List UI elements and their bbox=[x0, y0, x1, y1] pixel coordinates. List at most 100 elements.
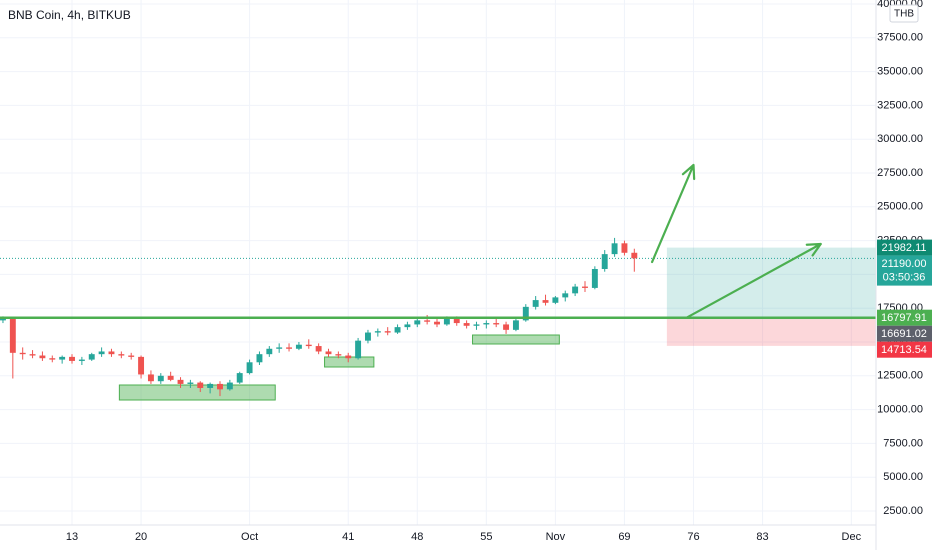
candle-body bbox=[256, 354, 263, 363]
candle-body bbox=[414, 320, 421, 325]
candle-body bbox=[591, 268, 598, 288]
arrow bbox=[650, 163, 696, 264]
candle-body bbox=[29, 354, 36, 356]
chart-title: BNB Coin, 4h, BITKUB bbox=[8, 8, 131, 22]
candle-body bbox=[374, 331, 381, 333]
y-tick-label: 35000.00 bbox=[877, 66, 923, 78]
price-tag bbox=[877, 309, 932, 326]
candle-body bbox=[631, 252, 638, 259]
candle-body bbox=[39, 355, 46, 359]
candle-body bbox=[582, 286, 588, 288]
x-tick-label: Oct bbox=[241, 531, 258, 543]
candle-body bbox=[394, 327, 401, 333]
candle-body bbox=[138, 356, 145, 375]
y-tick-label: 32500.00 bbox=[877, 99, 923, 111]
candle-body bbox=[295, 344, 302, 349]
y-tick-label: 37500.00 bbox=[877, 32, 923, 44]
grid bbox=[0, 0, 876, 525]
candle-body bbox=[118, 354, 125, 356]
y-tick-label: 5000.00 bbox=[883, 471, 923, 483]
candle-body bbox=[315, 346, 322, 352]
candle-body bbox=[542, 300, 549, 303]
candle-body bbox=[355, 340, 362, 359]
price-tag-label: 14713.54 bbox=[881, 344, 927, 356]
currency: THB bbox=[894, 9, 914, 20]
candle-body bbox=[9, 319, 16, 353]
candle-body bbox=[572, 286, 579, 294]
candle-body bbox=[108, 351, 115, 355]
arrow bbox=[685, 242, 822, 319]
y-tick-label: 7500.00 bbox=[883, 437, 923, 449]
candle-body bbox=[69, 356, 75, 361]
candle-body bbox=[443, 319, 450, 325]
x-tick-label: 83 bbox=[756, 531, 768, 543]
candle-body bbox=[217, 383, 223, 390]
support-zone bbox=[324, 356, 375, 368]
countdown-label: 03:50:36 bbox=[883, 272, 926, 284]
candle-body bbox=[611, 243, 618, 255]
candle-body bbox=[325, 351, 332, 355]
candle-body bbox=[246, 362, 253, 374]
candle-body bbox=[177, 379, 184, 384]
drawings bbox=[0, 163, 876, 319]
price-tag-label: 21982.11 bbox=[881, 242, 926, 254]
price-tag bbox=[877, 325, 932, 342]
candle-body bbox=[236, 373, 243, 383]
candle-body bbox=[384, 331, 391, 333]
candle-body bbox=[512, 320, 519, 330]
x-tick-label: 76 bbox=[687, 531, 699, 543]
price-tag-label: 21190.00 bbox=[881, 258, 926, 270]
candle-body bbox=[276, 347, 283, 349]
y-tick-label: 10000.00 bbox=[877, 404, 923, 416]
y-tick-label: 25000.00 bbox=[877, 201, 923, 213]
candle-body bbox=[187, 382, 194, 384]
candle-body bbox=[503, 324, 510, 330]
x-tick-label: Dec bbox=[842, 531, 862, 543]
candle-body bbox=[197, 382, 204, 388]
candle-body bbox=[207, 383, 214, 388]
position-profit-zone bbox=[666, 247, 876, 320]
x-tick-label: 20 bbox=[135, 531, 147, 543]
overlays bbox=[0, 247, 876, 401]
y-tick-label: 2500.00 bbox=[883, 505, 923, 517]
candle-body bbox=[601, 254, 608, 269]
candle-body bbox=[552, 297, 559, 303]
candle-body bbox=[345, 355, 352, 359]
x-tick-label: Nov bbox=[546, 531, 566, 543]
candle-body bbox=[98, 351, 105, 355]
x-tick-label: 69 bbox=[618, 531, 630, 543]
currency-box[interactable] bbox=[889, 4, 919, 23]
candle-body bbox=[453, 319, 460, 324]
candle-body bbox=[424, 320, 431, 322]
candle-body bbox=[365, 332, 371, 341]
candle-body bbox=[621, 243, 628, 253]
candle-body bbox=[483, 323, 490, 325]
price-tag bbox=[877, 341, 932, 358]
candle-body bbox=[532, 300, 539, 307]
candle-body bbox=[493, 323, 500, 325]
price-tag bbox=[877, 239, 932, 256]
price-tags: 21982.11 21190.00 03:50:36 16797.91 16691.02… bbox=[877, 239, 932, 358]
price-tag-label: 16797.91 bbox=[881, 312, 927, 324]
y-tick-label: 30000.00 bbox=[877, 133, 923, 145]
x-tick-label: 55 bbox=[480, 531, 492, 543]
candle-body bbox=[335, 354, 342, 356]
price-tag-label: 16691.02 bbox=[881, 328, 927, 340]
candle-body bbox=[266, 348, 273, 355]
x-tick-label: 13 bbox=[66, 531, 78, 543]
candle-body bbox=[522, 306, 529, 321]
candle-body bbox=[473, 324, 480, 326]
candle-body bbox=[404, 324, 411, 328]
position-loss-zone bbox=[666, 319, 876, 346]
y-tick-label: 27500.00 bbox=[877, 167, 923, 179]
candle-body bbox=[88, 354, 95, 360]
y-tick-label: 12500.00 bbox=[877, 370, 923, 382]
candle-body bbox=[226, 382, 233, 390]
candle-body bbox=[434, 321, 440, 325]
candle-body bbox=[167, 375, 174, 380]
x-tick-label: 41 bbox=[342, 531, 354, 543]
candle-body bbox=[286, 347, 292, 349]
candle-body bbox=[463, 323, 470, 326]
